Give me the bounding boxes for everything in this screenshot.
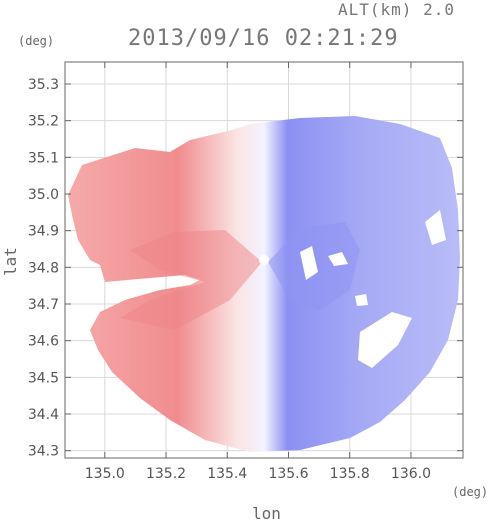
y-tick-label: 34.5 [28,370,59,386]
no-echo-hole [328,252,348,266]
y-tick-label: 35.2 [28,114,59,130]
y-tick-label: 34.7 [28,297,59,313]
x-tick-label: 135.0 [85,466,125,482]
y-tick-label: 35.1 [28,150,59,166]
x-tick-label: 135.2 [146,466,186,482]
no-echo-hole [355,294,368,306]
x-unit-label: (deg) [452,485,489,499]
y-unit-label: (deg) [18,34,55,48]
receding-core [120,230,262,330]
y-axis: 34.3 34.4 34.5 34.6 34.7 34.8 34.9 35.0 35.1 35.2… [28,77,463,460]
y-tick-label: 35.0 [28,187,59,203]
y-tick-label: 34.6 [28,334,59,350]
timestamp-title: 2013/09/16 02:21:29 [128,26,399,51]
x-tick-label: 136.0 [391,466,431,482]
no-echo-hole [425,210,446,245]
y-tick-label: 34.8 [28,260,59,276]
x-tick-label: 135.4 [207,466,247,482]
x-axis: 135.0 135.2 135.4 135.6 135.8 136.0 [85,62,431,482]
y-tick-label: 34.4 [28,407,59,423]
x-tick-label: 135.6 [268,466,308,482]
y-tick-label: 35.3 [28,77,59,93]
radar-site [259,255,269,265]
no-echo-hole [300,246,318,280]
altitude-label: ALT(km) 2.0 [338,0,455,19]
no-echo-hole [358,312,412,368]
x-axis-label: lon [252,504,281,523]
velocity-field [68,116,460,452]
y-tick-label: 34.9 [28,224,59,240]
x-tick-label: 135.8 [330,466,370,482]
plot-frame [64,61,464,459]
y-tick-label: 34.3 [28,444,59,460]
echo-region [68,116,460,452]
